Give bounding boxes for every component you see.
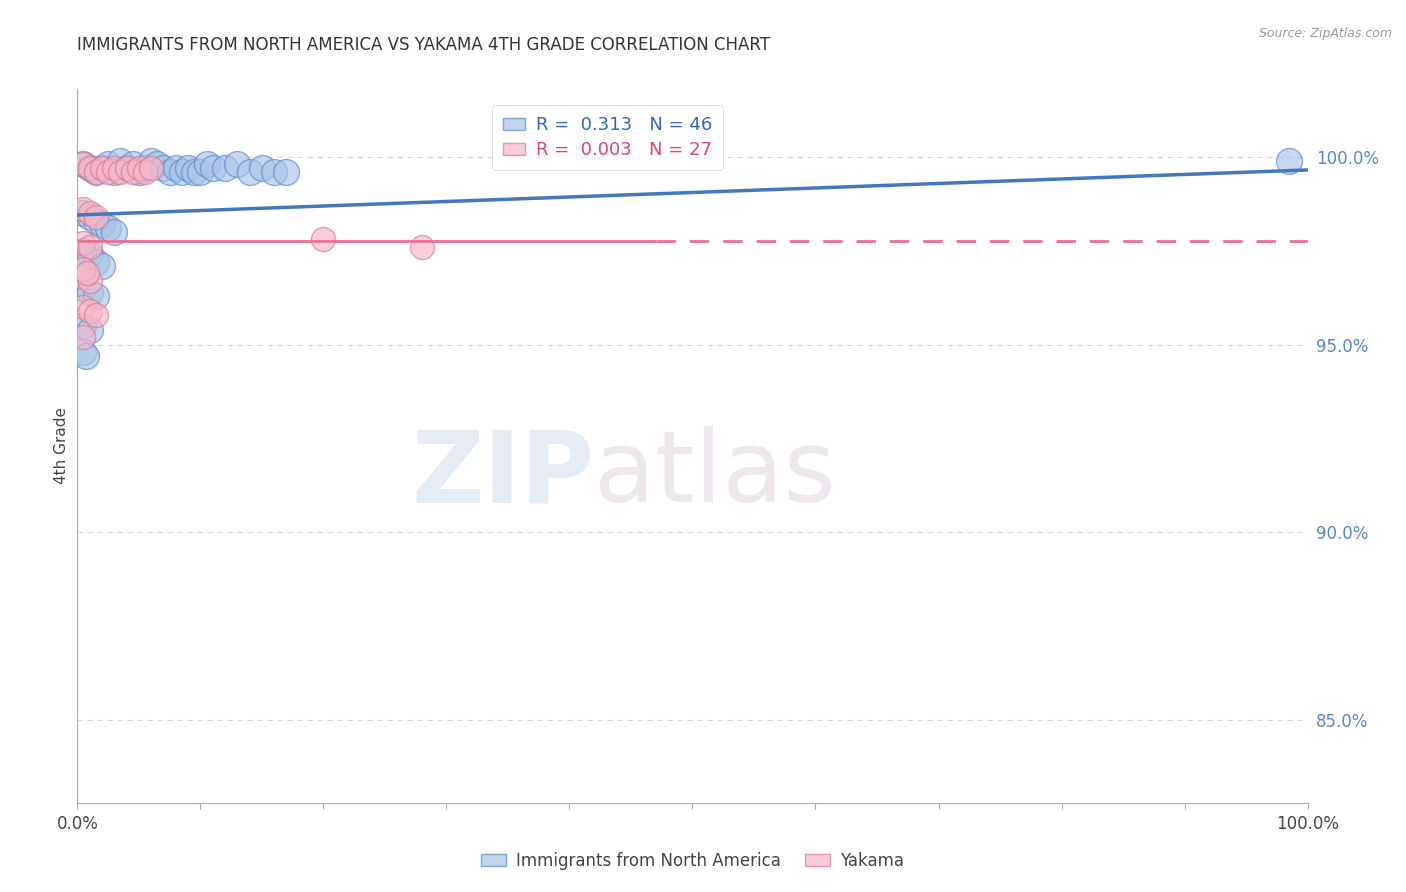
Point: [79, 210, 101, 224]
Point: [190, 165, 212, 179]
Point: [263, 165, 285, 179]
Point: [103, 165, 125, 179]
Point: [79, 303, 101, 318]
Legend: Immigrants from North America, Yakama: Immigrants from North America, Yakama: [474, 846, 911, 877]
Point: [79, 161, 101, 175]
Point: [201, 161, 224, 175]
Point: [72, 262, 94, 277]
Point: [134, 161, 156, 175]
Point: [84, 210, 107, 224]
Point: [110, 153, 132, 168]
Point: [84, 165, 107, 179]
Point: [115, 161, 138, 175]
Point: [177, 161, 200, 175]
Point: [121, 165, 143, 179]
Point: [79, 240, 101, 254]
Point: [72, 157, 94, 171]
Point: [141, 153, 163, 168]
Point: [72, 236, 94, 251]
Point: [226, 157, 249, 171]
Point: [90, 161, 114, 175]
Point: [97, 165, 120, 179]
Point: [239, 165, 262, 179]
Point: [141, 161, 163, 175]
Point: [103, 161, 125, 175]
Point: [115, 161, 138, 175]
Point: [1278, 153, 1301, 168]
Point: [195, 157, 218, 171]
Point: [72, 330, 94, 344]
Text: atlas: atlas: [595, 426, 835, 523]
Point: [312, 232, 335, 246]
Point: [84, 213, 107, 227]
Text: IMMIGRANTS FROM NORTH AMERICA VS YAKAMA 4TH GRADE CORRELATION CHART: IMMIGRANTS FROM NORTH AMERICA VS YAKAMA …: [77, 36, 770, 54]
Point: [79, 274, 101, 288]
Point: [97, 157, 120, 171]
Point: [90, 161, 114, 175]
Point: [72, 345, 94, 359]
Point: [90, 259, 114, 273]
Point: [128, 165, 150, 179]
Point: [79, 285, 101, 299]
Point: [110, 165, 132, 179]
Text: ZIP: ZIP: [411, 426, 595, 523]
Point: [214, 161, 236, 175]
Point: [128, 161, 150, 175]
Point: [411, 240, 433, 254]
Point: [152, 161, 174, 175]
Point: [84, 165, 107, 179]
Y-axis label: 4th Grade: 4th Grade: [53, 408, 69, 484]
Point: [79, 322, 101, 336]
Point: [75, 349, 97, 363]
Point: [250, 161, 273, 175]
Point: [121, 157, 143, 171]
Point: [72, 270, 94, 285]
Point: [103, 225, 125, 239]
Point: [72, 281, 94, 295]
Point: [79, 161, 101, 175]
Point: [79, 247, 101, 261]
Point: [183, 165, 205, 179]
Point: [72, 318, 94, 333]
Point: [90, 218, 114, 232]
Point: [76, 266, 98, 280]
Point: [159, 165, 181, 179]
Point: [84, 289, 107, 303]
Point: [72, 244, 94, 258]
Point: [72, 157, 94, 171]
Point: [276, 165, 298, 179]
Point: [165, 161, 187, 175]
Point: [84, 308, 107, 322]
Point: [72, 206, 94, 220]
Point: [134, 165, 156, 179]
Point: [97, 221, 120, 235]
Text: Source: ZipAtlas.com: Source: ZipAtlas.com: [1258, 27, 1392, 40]
Point: [72, 300, 94, 314]
Point: [72, 202, 94, 217]
Point: [170, 165, 193, 179]
Point: [84, 255, 107, 269]
Point: [146, 157, 169, 171]
Point: [79, 206, 101, 220]
